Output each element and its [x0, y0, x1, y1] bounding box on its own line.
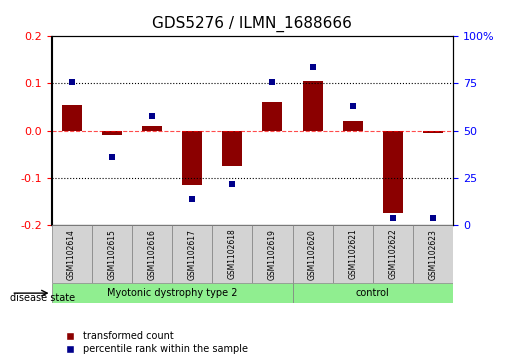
FancyBboxPatch shape: [373, 225, 413, 283]
FancyBboxPatch shape: [413, 225, 453, 283]
Bar: [142, 126, 162, 131]
Bar: [423, 131, 443, 133]
Text: control: control: [356, 288, 390, 298]
Bar: [62, 105, 81, 131]
Text: GSM1102615: GSM1102615: [107, 229, 116, 280]
Text: GSM1102616: GSM1102616: [147, 229, 157, 280]
Text: GSM1102614: GSM1102614: [67, 229, 76, 280]
Bar: [222, 131, 242, 166]
FancyBboxPatch shape: [172, 225, 212, 283]
FancyBboxPatch shape: [293, 225, 333, 283]
Text: GSM1102622: GSM1102622: [388, 229, 398, 280]
Text: GSM1102619: GSM1102619: [268, 229, 277, 280]
FancyBboxPatch shape: [293, 283, 453, 303]
Text: disease state: disease state: [10, 293, 75, 303]
Bar: [342, 121, 363, 131]
FancyBboxPatch shape: [212, 225, 252, 283]
Bar: [302, 81, 322, 131]
FancyBboxPatch shape: [92, 225, 132, 283]
FancyBboxPatch shape: [52, 225, 92, 283]
Text: GSM1102621: GSM1102621: [348, 229, 357, 280]
Bar: [383, 131, 403, 213]
Legend: transformed count, percentile rank within the sample: transformed count, percentile rank withi…: [56, 327, 251, 358]
Text: GSM1102618: GSM1102618: [228, 229, 237, 280]
Title: GDS5276 / ILMN_1688666: GDS5276 / ILMN_1688666: [152, 16, 352, 32]
FancyBboxPatch shape: [333, 225, 373, 283]
Text: GSM1102617: GSM1102617: [187, 229, 197, 280]
Bar: [262, 102, 282, 131]
Bar: [182, 131, 202, 185]
FancyBboxPatch shape: [132, 225, 172, 283]
Text: Myotonic dystrophy type 2: Myotonic dystrophy type 2: [107, 288, 237, 298]
Text: GSM1102620: GSM1102620: [308, 229, 317, 280]
FancyBboxPatch shape: [252, 225, 293, 283]
Bar: [101, 131, 122, 135]
FancyBboxPatch shape: [52, 283, 293, 303]
Text: GSM1102623: GSM1102623: [428, 229, 438, 280]
